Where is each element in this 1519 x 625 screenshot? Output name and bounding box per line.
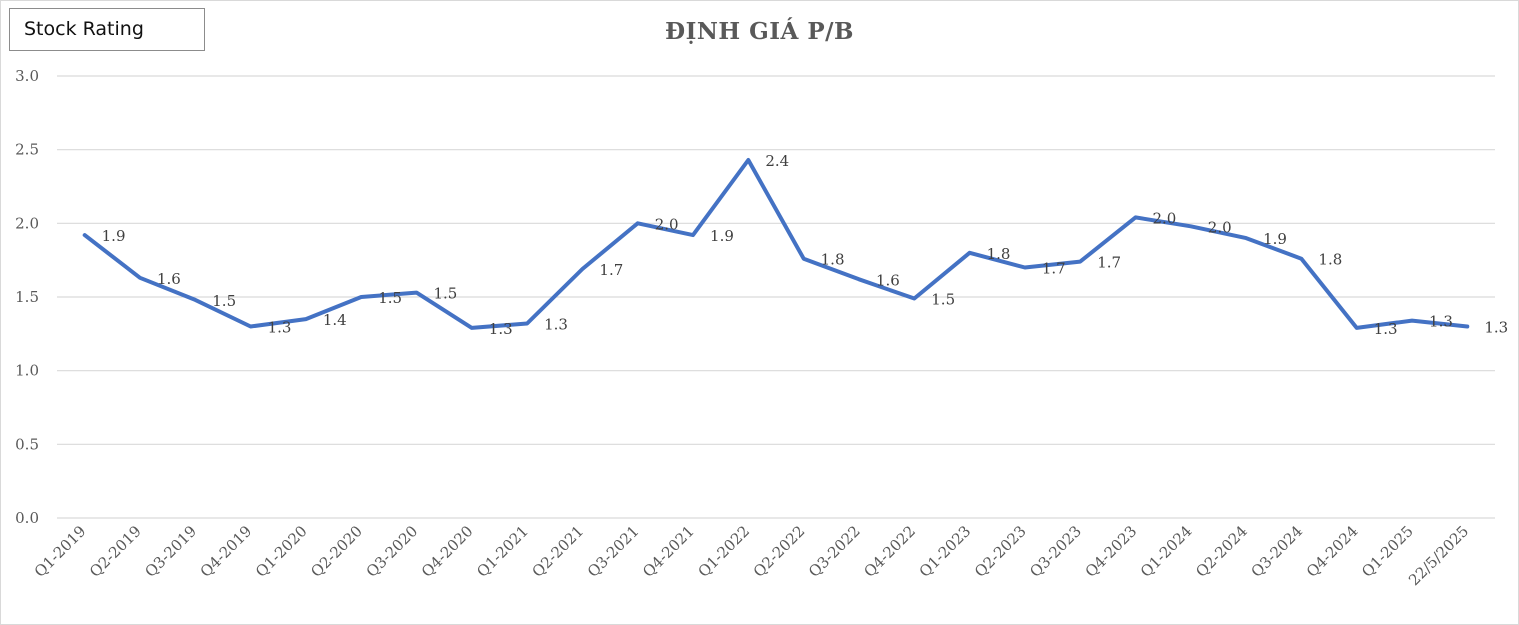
x-tick-label: Q4-2021	[639, 522, 698, 581]
x-tick-label: Q1-2021	[473, 522, 532, 581]
data-label: 1.7	[599, 261, 623, 279]
x-tick-label: Q2-2024	[1192, 522, 1251, 581]
x-tick-label: Q3-2023	[1026, 522, 1085, 581]
chart-title: ĐỊNH GIÁ P/B	[664, 18, 854, 45]
series-line-path	[82, 158, 1470, 330]
data-label: 1.4	[323, 311, 347, 329]
y-tick-label: 0.5	[15, 435, 39, 453]
x-tick-label: Q3-2024	[1247, 522, 1306, 581]
data-label: 1.3	[1484, 318, 1508, 336]
x-tick-label: Q1-2022	[694, 522, 753, 581]
y-tick-label: 2.5	[15, 141, 39, 159]
data-label: 1.3	[544, 316, 568, 334]
data-label: 1.9	[102, 227, 126, 245]
data-label: 1.8	[987, 245, 1011, 263]
data-label: 2.0	[655, 215, 679, 233]
data-label: 1.8	[821, 251, 845, 269]
x-tick-label: Q4-2022	[860, 522, 919, 581]
x-tick-label: Q4-2020	[418, 522, 477, 581]
x-tick-label: Q4-2019	[197, 522, 256, 581]
x-tick-label: 22/5/2025	[1405, 522, 1472, 589]
gridlines	[57, 75, 1495, 519]
data-label: 1.3	[1429, 313, 1453, 331]
x-tick-label: Q2-2022	[750, 522, 809, 581]
data-label: 1.5	[931, 290, 955, 308]
data-label: 1.5	[378, 289, 402, 307]
y-tick-label: 0.0	[15, 509, 39, 527]
data-label: 2.0	[1153, 209, 1177, 227]
data-label: 1.3	[489, 320, 513, 338]
x-tick-label: Q1-2024	[1137, 522, 1196, 581]
data-label: 1.3	[1374, 320, 1398, 338]
x-tick-label: Q2-2020	[307, 522, 366, 581]
x-tick-label: Q4-2024	[1303, 522, 1362, 581]
x-tick-label: Q1-2025	[1358, 522, 1417, 581]
data-label: 1.6	[157, 270, 181, 288]
x-tick-label: Q3-2020	[363, 522, 422, 581]
data-label: 1.6	[876, 271, 900, 289]
x-tick-label: Q4-2023	[1082, 522, 1141, 581]
x-tick-label: Q1-2023	[916, 522, 975, 581]
data-label: 2.4	[765, 152, 789, 170]
y-tick-label: 3.0	[15, 67, 39, 85]
data-label: 1.5	[434, 285, 458, 303]
data-labels: 1.9 1.6 1.5 1.3 1.4 1.5 1.5 1.3 1.3 1.7 2.0 1.9 2.4 1…	[102, 152, 1509, 338]
data-label: 1.7	[1097, 254, 1121, 272]
series-line	[82, 158, 1470, 330]
x-tick-label: Q3-2022	[805, 522, 864, 581]
stock-rating-badge: Stock Rating	[9, 8, 205, 51]
x-tick-label: Q1-2019	[31, 522, 90, 581]
data-label: 1.9	[1263, 230, 1287, 248]
data-label: 1.8	[1318, 251, 1342, 269]
y-tick-label: 1.5	[15, 288, 39, 306]
y-axis-ticks: 0.0 0.5 1.0 1.5 2.0 2.5 3.0	[15, 67, 39, 527]
x-tick-label: Q3-2021	[584, 522, 643, 581]
data-label: 1.3	[268, 318, 292, 336]
x-tick-label: Q2-2023	[971, 522, 1030, 581]
data-label: 1.9	[710, 227, 734, 245]
x-axis-ticks: Q1-2019Q2-2019Q3-2019Q4-2019Q1-2020Q2-20…	[31, 522, 1472, 589]
data-label: 1.7	[1042, 260, 1066, 278]
x-tick-label: Q1-2020	[252, 522, 311, 581]
y-tick-label: 2.0	[15, 214, 39, 232]
x-tick-label: Q3-2019	[141, 522, 200, 581]
x-tick-label: Q2-2019	[86, 522, 145, 581]
data-label: 1.5	[212, 292, 236, 310]
y-tick-label: 1.0	[15, 362, 39, 380]
x-tick-label: Q2-2021	[528, 522, 587, 581]
data-label: 2.0	[1208, 218, 1232, 236]
